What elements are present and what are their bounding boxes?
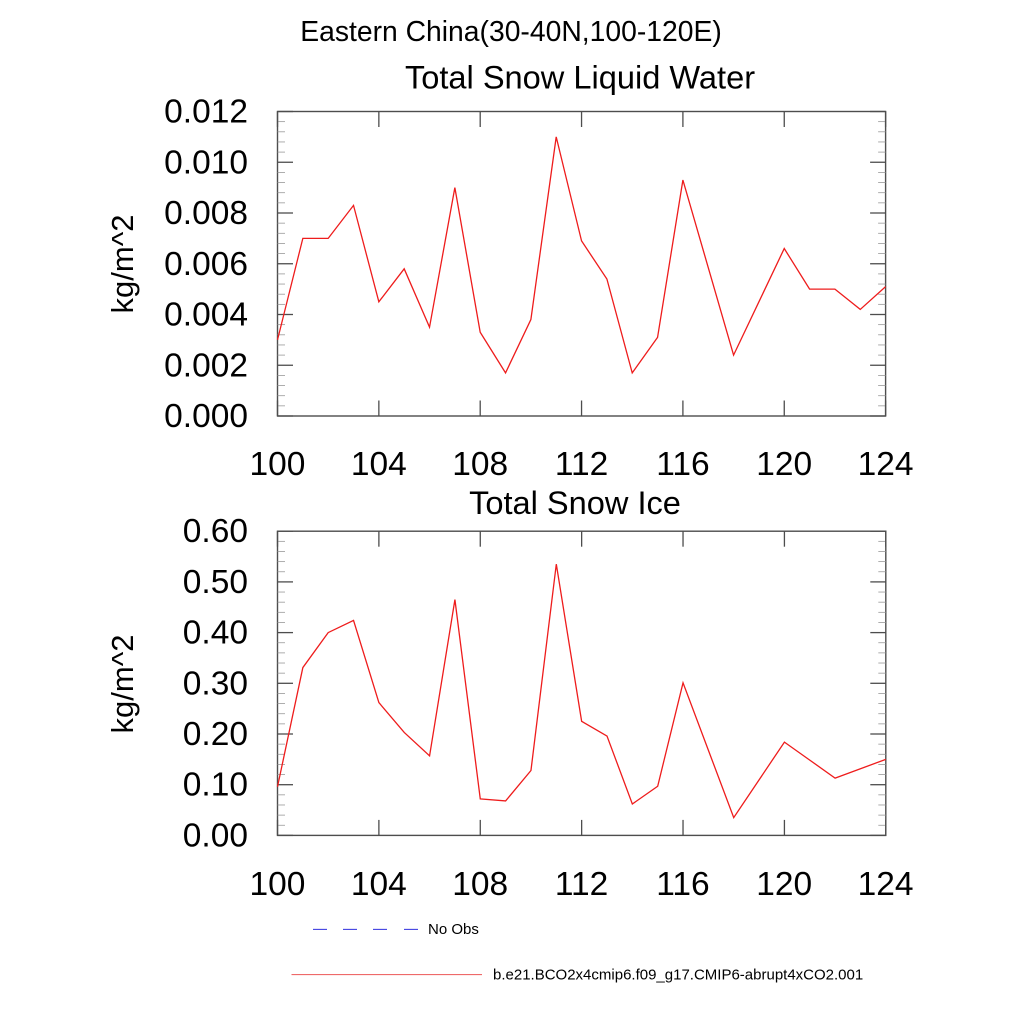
svg-text:0.40: 0.40 xyxy=(183,615,248,652)
svg-text:124: 124 xyxy=(858,866,914,903)
svg-text:116: 116 xyxy=(656,866,709,903)
svg-text:0.010: 0.010 xyxy=(164,144,248,181)
svg-text:108: 108 xyxy=(452,446,508,483)
svg-text:No Obs: No Obs xyxy=(428,921,479,938)
svg-text:112: 112 xyxy=(555,446,608,483)
svg-text:0.006: 0.006 xyxy=(164,246,248,283)
svg-text:Eastern China(30-40N,100-120E): Eastern China(30-40N,100-120E) xyxy=(300,15,722,47)
svg-text:0.004: 0.004 xyxy=(164,297,248,334)
svg-text:kg/m^2: kg/m^2 xyxy=(105,215,140,314)
svg-text:120: 120 xyxy=(756,866,812,903)
svg-text:124: 124 xyxy=(858,446,914,483)
svg-text:120: 120 xyxy=(756,446,812,483)
svg-text:0.20: 0.20 xyxy=(183,716,248,753)
svg-text:104: 104 xyxy=(351,866,407,903)
svg-text:kg/m^2: kg/m^2 xyxy=(105,635,140,734)
svg-text:0.00: 0.00 xyxy=(183,817,248,854)
svg-text:112: 112 xyxy=(555,866,608,903)
svg-text:0.008: 0.008 xyxy=(164,195,248,232)
svg-text:104: 104 xyxy=(351,446,407,483)
svg-text:0.60: 0.60 xyxy=(183,513,248,550)
svg-text:0.002: 0.002 xyxy=(164,347,248,384)
svg-text:108: 108 xyxy=(452,866,508,903)
svg-text:b.e21.BCO2x4cmip6.f09_g17.CMIP: b.e21.BCO2x4cmip6.f09_g17.CMIP6-abrupt4x… xyxy=(493,967,863,984)
svg-text:0.10: 0.10 xyxy=(183,767,248,804)
svg-text:0.30: 0.30 xyxy=(183,665,248,702)
svg-text:Total Snow Liquid Water: Total Snow Liquid Water xyxy=(405,59,755,96)
svg-text:100: 100 xyxy=(250,866,306,903)
svg-text:116: 116 xyxy=(656,446,709,483)
svg-text:0.50: 0.50 xyxy=(183,564,248,601)
svg-text:0.000: 0.000 xyxy=(164,398,248,435)
svg-text:100: 100 xyxy=(250,446,306,483)
svg-text:Total Snow Ice: Total Snow Ice xyxy=(469,484,681,521)
svg-text:0.012: 0.012 xyxy=(164,94,248,131)
